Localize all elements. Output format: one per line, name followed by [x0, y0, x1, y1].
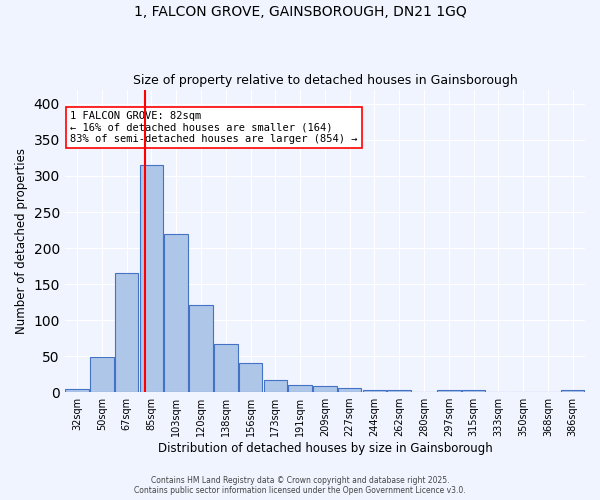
Bar: [561, 390, 584, 392]
Bar: [90, 357, 114, 392]
Text: Contains HM Land Registry data © Crown copyright and database right 2025.
Contai: Contains HM Land Registry data © Crown c…: [134, 476, 466, 495]
Text: 1, FALCON GROVE, GAINSBOROUGH, DN21 1GQ: 1, FALCON GROVE, GAINSBOROUGH, DN21 1GQ: [134, 5, 466, 19]
Bar: [313, 386, 337, 392]
Bar: [388, 390, 411, 392]
Y-axis label: Number of detached properties: Number of detached properties: [15, 148, 28, 334]
Bar: [140, 165, 163, 392]
Title: Size of property relative to detached houses in Gainsborough: Size of property relative to detached ho…: [133, 74, 517, 87]
Bar: [239, 364, 262, 392]
Bar: [263, 380, 287, 392]
Bar: [65, 389, 89, 392]
Bar: [437, 390, 461, 392]
Text: 1 FALCON GROVE: 82sqm
← 16% of detached houses are smaller (164)
83% of semi-det: 1 FALCON GROVE: 82sqm ← 16% of detached …: [70, 110, 358, 144]
Bar: [362, 390, 386, 392]
X-axis label: Distribution of detached houses by size in Gainsborough: Distribution of detached houses by size …: [158, 442, 492, 455]
Bar: [164, 234, 188, 392]
Bar: [214, 344, 238, 392]
Bar: [115, 273, 139, 392]
Bar: [289, 385, 312, 392]
Bar: [462, 390, 485, 392]
Bar: [189, 305, 213, 392]
Bar: [338, 388, 361, 392]
